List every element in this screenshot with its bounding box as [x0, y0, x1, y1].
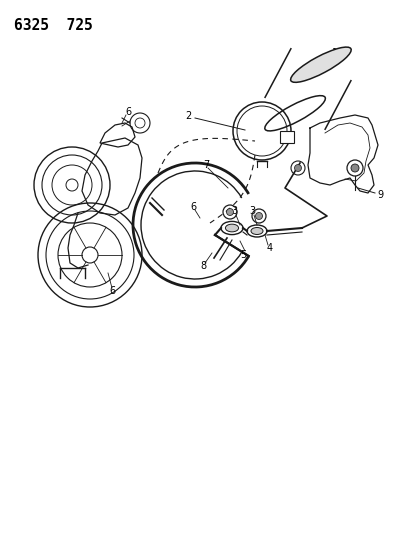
- Text: 6: 6: [125, 107, 131, 117]
- Text: 4: 4: [267, 243, 273, 253]
- Circle shape: [295, 165, 302, 172]
- Text: 8: 8: [200, 261, 206, 271]
- Text: 6325  725: 6325 725: [14, 18, 93, 33]
- Circle shape: [255, 213, 262, 220]
- Text: 5: 5: [240, 250, 246, 260]
- Text: 3: 3: [231, 206, 237, 216]
- Ellipse shape: [251, 228, 263, 235]
- Text: 6: 6: [190, 202, 196, 212]
- Text: 2: 2: [185, 111, 191, 121]
- Ellipse shape: [225, 224, 239, 232]
- FancyBboxPatch shape: [280, 131, 294, 143]
- Text: 9: 9: [377, 190, 383, 200]
- Circle shape: [226, 208, 233, 215]
- Text: 6: 6: [109, 286, 115, 296]
- Text: 3: 3: [249, 206, 255, 216]
- Text: 7: 7: [203, 160, 209, 170]
- Text: 1: 1: [332, 48, 338, 58]
- Ellipse shape: [290, 47, 351, 83]
- Circle shape: [351, 164, 359, 172]
